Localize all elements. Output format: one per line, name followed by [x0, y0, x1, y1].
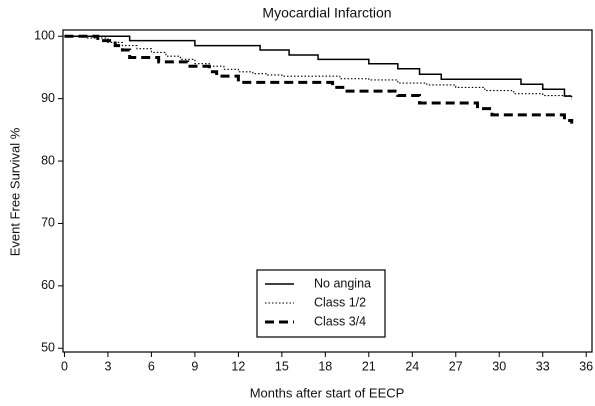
- y-axis-label: Event Free Survival %: [7, 127, 22, 256]
- x-axis-label: Months after start of EECP: [250, 385, 405, 400]
- x-tick-label: 9: [191, 359, 198, 373]
- y-tick-label: 80: [41, 153, 55, 167]
- x-tick-label: 6: [148, 359, 155, 373]
- legend-label: Class 3/4: [314, 314, 366, 328]
- y-tick-label: 100: [34, 29, 55, 43]
- y-tick-label: 70: [41, 216, 55, 230]
- x-tick-label: 15: [275, 359, 289, 373]
- legend-box: [256, 269, 386, 338]
- x-tick-label: 24: [405, 359, 419, 373]
- y-tick-label: 60: [41, 278, 55, 292]
- y-tick-label: 50: [41, 341, 55, 355]
- x-tick-label: 27: [449, 359, 463, 373]
- x-tick-label: 12: [231, 359, 245, 373]
- x-tick-label: 0: [61, 359, 68, 373]
- survival-line: [64, 35, 573, 100]
- survival-line: [64, 34, 574, 124]
- x-tick-label: 3: [104, 359, 111, 373]
- x-tick-label: 36: [579, 359, 593, 373]
- legend-label: No angina: [314, 276, 371, 290]
- x-tick-label: 33: [536, 359, 550, 373]
- x-tick-label: 21: [362, 359, 376, 373]
- plot-frame: [62, 29, 593, 353]
- chart-title: Myocardial Infarction: [262, 5, 391, 21]
- legend-label: Class 1/2: [314, 295, 366, 309]
- survival-line: [64, 35, 572, 97]
- x-tick-label: 18: [318, 359, 332, 373]
- x-tick-label: 30: [492, 359, 506, 373]
- y-tick-label: 90: [41, 91, 55, 105]
